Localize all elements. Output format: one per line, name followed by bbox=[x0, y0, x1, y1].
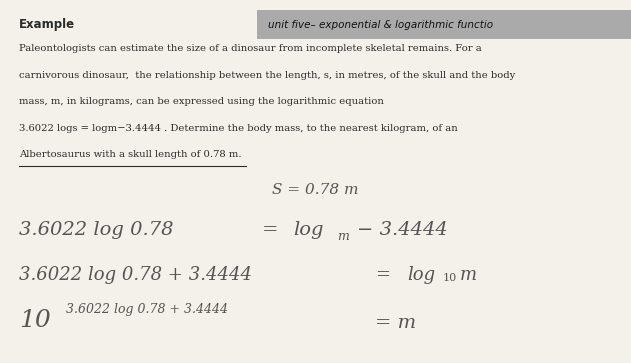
Text: m: m bbox=[459, 266, 476, 284]
Text: =: = bbox=[262, 221, 278, 240]
Text: unit five– exponential & logarithmic functio: unit five– exponential & logarithmic fun… bbox=[268, 20, 493, 30]
Text: Example: Example bbox=[19, 18, 75, 31]
Text: 3.6022 logs = logm−3.4444 . Determine the body mass, to the nearest kilogram, of: 3.6022 logs = logm−3.4444 . Determine th… bbox=[19, 124, 457, 133]
Text: S = 0.78 m: S = 0.78 m bbox=[272, 183, 359, 197]
Text: mass, m, in kilograms, can be expressed using the logarithmic equation: mass, m, in kilograms, can be expressed … bbox=[19, 97, 384, 106]
Text: log: log bbox=[407, 266, 435, 284]
Text: 10: 10 bbox=[443, 273, 457, 283]
Text: m: m bbox=[338, 230, 350, 243]
Text: 3.6022 log 0.78 + 3.4444: 3.6022 log 0.78 + 3.4444 bbox=[19, 266, 252, 284]
Text: − 3.4444: − 3.4444 bbox=[357, 221, 447, 240]
Text: = m: = m bbox=[375, 314, 416, 332]
Text: 3.6022 log 0.78: 3.6022 log 0.78 bbox=[19, 221, 174, 240]
Text: 3.6022 log 0.78 + 3.4444: 3.6022 log 0.78 + 3.4444 bbox=[66, 303, 228, 316]
Text: log: log bbox=[293, 221, 324, 240]
Text: Albertosaurus with a skull length of 0.78 m.: Albertosaurus with a skull length of 0.7… bbox=[19, 150, 242, 159]
Text: =: = bbox=[375, 266, 391, 284]
Text: Paleontologists can estimate the size of a dinosaur from incomplete skeletal rem: Paleontologists can estimate the size of… bbox=[19, 44, 481, 53]
Text: 10: 10 bbox=[19, 309, 50, 332]
Text: carnivorous dinosaur,  the relationship between the length, s, in metres, of the: carnivorous dinosaur, the relationship b… bbox=[19, 71, 515, 80]
FancyBboxPatch shape bbox=[257, 10, 631, 39]
